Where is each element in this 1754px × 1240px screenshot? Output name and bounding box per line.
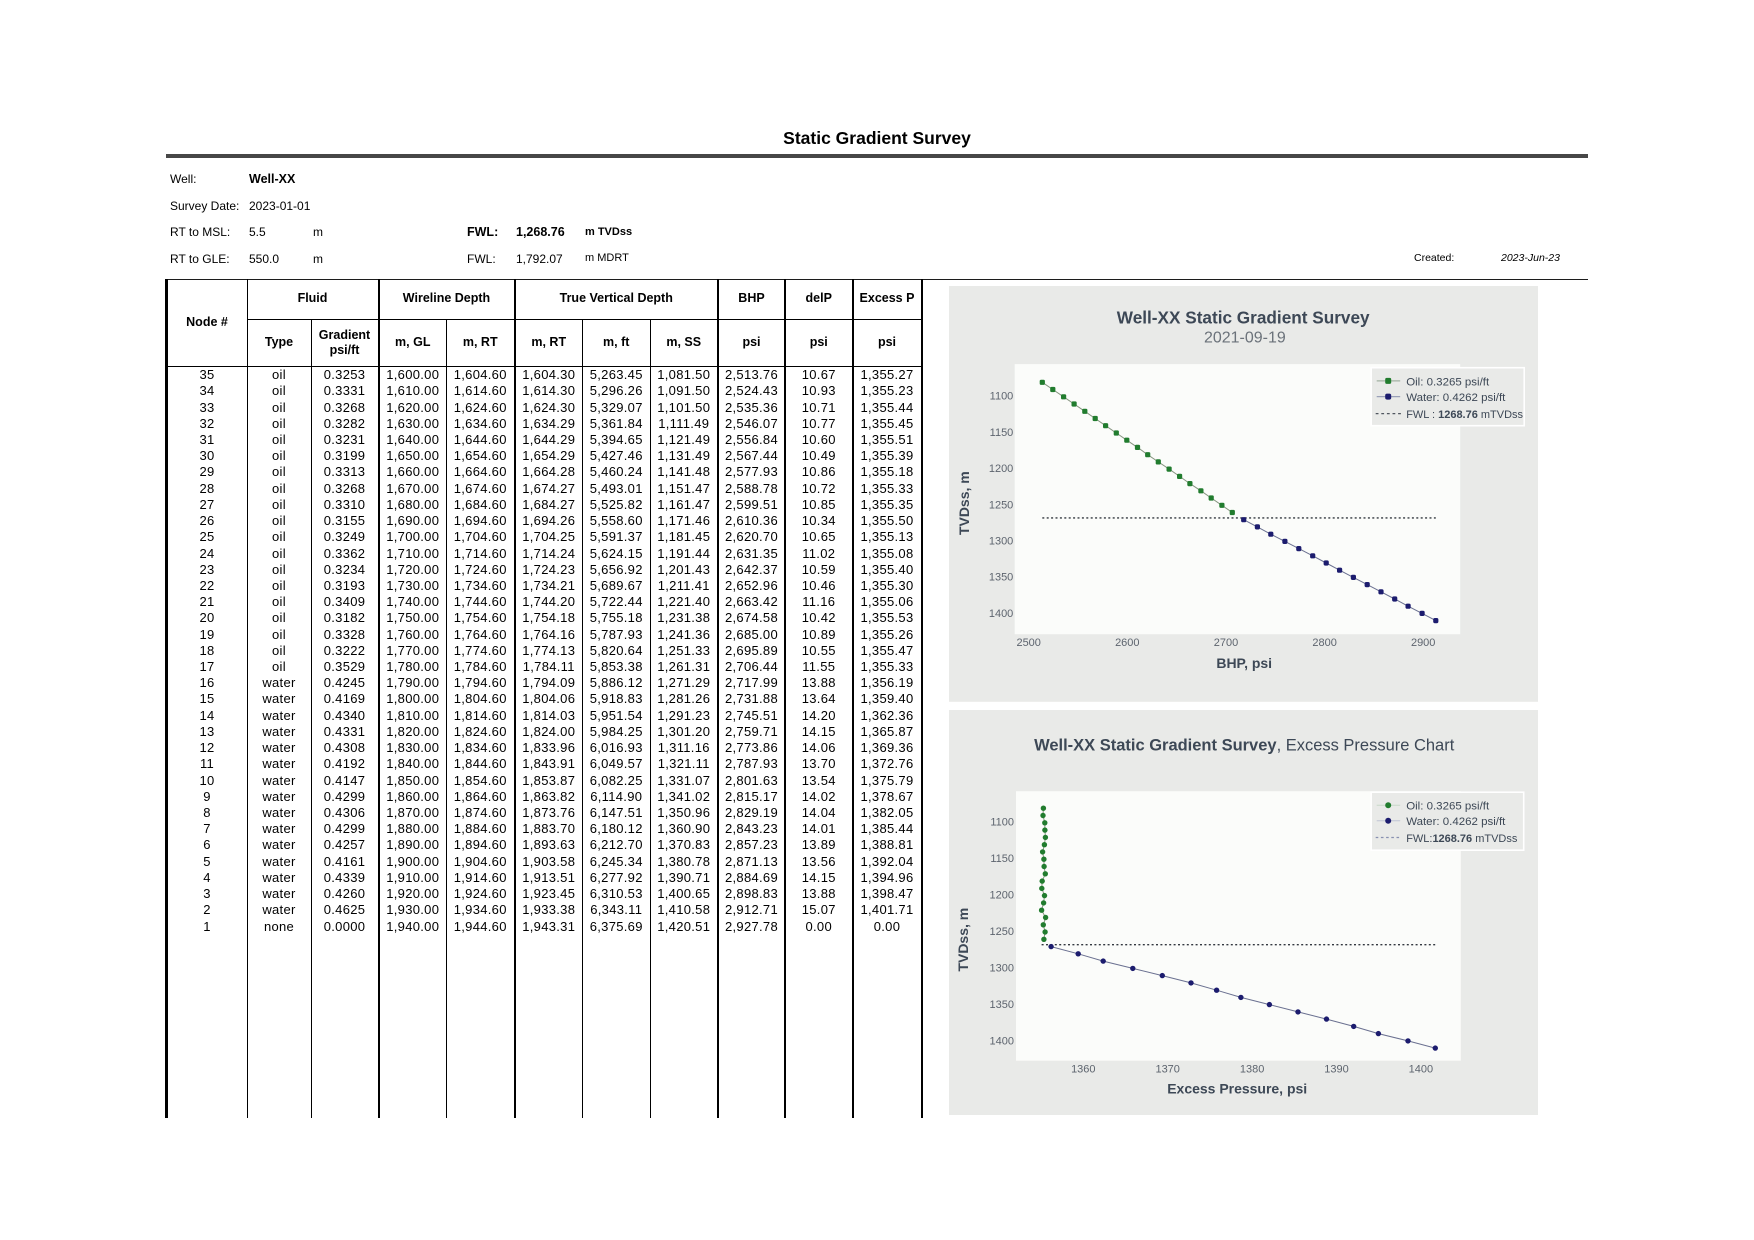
svg-text:FWL:1268.76 mTVDss: FWL:1268.76 mTVDss — [1406, 833, 1518, 845]
svg-text:Water: 0.4262 psi/ft: Water: 0.4262 psi/ft — [1406, 816, 1506, 828]
svg-text:Water: 0.4262 psi/ft: Water: 0.4262 psi/ft — [1406, 392, 1506, 404]
svg-text:Well-XX Static Gradient Survey: Well-XX Static Gradient Survey, Excess P… — [1034, 737, 1455, 755]
svg-text:Excess Pressure, psi: Excess Pressure, psi — [1167, 1081, 1307, 1097]
svg-text:1100: 1100 — [990, 817, 1014, 829]
svg-text:Well-XX Static Gradient Survey: Well-XX Static Gradient Survey — [1117, 307, 1370, 327]
svg-text:1380: 1380 — [1240, 1064, 1264, 1076]
svg-text:1250: 1250 — [989, 926, 1013, 938]
svg-text:FWL : 1268.76 mTVDss: FWL : 1268.76 mTVDss — [1406, 409, 1523, 421]
svg-text:1350: 1350 — [989, 571, 1013, 583]
svg-text:1150: 1150 — [990, 853, 1014, 865]
svg-text:2500: 2500 — [1016, 637, 1040, 649]
svg-text:Oil: 0.3265 psi/ft: Oil: 0.3265 psi/ft — [1406, 376, 1490, 388]
svg-text:BHP, psi: BHP, psi — [1216, 655, 1272, 671]
svg-text:1350: 1350 — [989, 999, 1013, 1011]
svg-text:TVDss, m: TVDss, m — [955, 908, 971, 972]
svg-text:2021-09-19: 2021-09-19 — [1204, 329, 1286, 346]
svg-text:2600: 2600 — [1115, 637, 1139, 649]
svg-text:1200: 1200 — [989, 463, 1013, 475]
svg-text:1400: 1400 — [989, 608, 1013, 620]
svg-text:1300: 1300 — [989, 963, 1013, 975]
svg-text:Oil: 0.3265 psi/ft: Oil: 0.3265 psi/ft — [1406, 801, 1490, 813]
svg-text:1400: 1400 — [989, 1036, 1013, 1048]
svg-text:TVDss, m: TVDss, m — [956, 471, 972, 535]
svg-text:2700: 2700 — [1214, 637, 1238, 649]
svg-text:1200: 1200 — [989, 890, 1013, 902]
svg-text:1100: 1100 — [989, 390, 1013, 402]
svg-text:2800: 2800 — [1312, 637, 1336, 649]
svg-text:1300: 1300 — [989, 535, 1013, 547]
svg-text:1390: 1390 — [1324, 1064, 1348, 1076]
svg-text:1360: 1360 — [1071, 1064, 1095, 1076]
svg-text:2900: 2900 — [1411, 637, 1435, 649]
svg-text:1400: 1400 — [1408, 1064, 1432, 1076]
svg-text:1370: 1370 — [1155, 1064, 1179, 1076]
svg-text:1150: 1150 — [989, 427, 1013, 439]
svg-text:1250: 1250 — [989, 499, 1013, 511]
